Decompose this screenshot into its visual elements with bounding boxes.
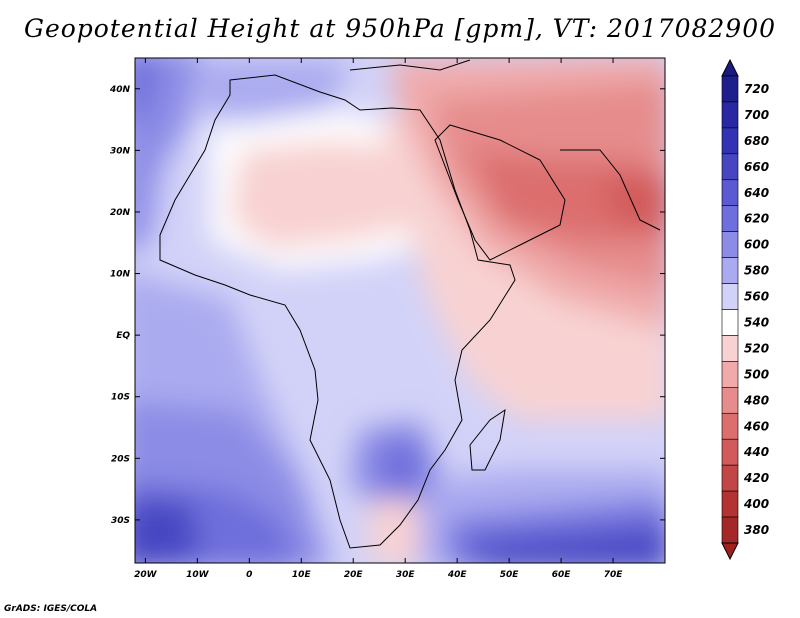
colorbar-swatch bbox=[721, 205, 739, 232]
colorbar-label: 460 bbox=[743, 419, 769, 433]
coastlines bbox=[159, 59, 661, 549]
lon-label: 70E bbox=[604, 570, 624, 580]
colorbar-swatch bbox=[721, 257, 739, 284]
africa-coast bbox=[159, 74, 516, 549]
lat-label: 30N bbox=[110, 146, 131, 156]
colorbar-swatch bbox=[721, 361, 739, 388]
colorbar-label: 540 bbox=[744, 315, 769, 329]
latitude-axis: 40N 30N 20N 10N EQ 10S 20S 30S bbox=[109, 85, 665, 526]
lat-label: 10S bbox=[111, 393, 130, 403]
colorbar-label: 600 bbox=[744, 238, 769, 252]
colorbar-label: 560 bbox=[744, 290, 769, 304]
colorbar-swatch bbox=[721, 101, 739, 129]
iran-india-coast bbox=[560, 149, 661, 231]
colorbar-swatch bbox=[721, 438, 739, 466]
lat-label: 40N bbox=[109, 85, 131, 95]
colorbar-swatch bbox=[721, 387, 739, 414]
lon-label: 10E bbox=[292, 570, 312, 580]
lon-label: 0 bbox=[246, 570, 252, 580]
colorbar-swatch bbox=[721, 516, 739, 544]
colorbar-label: 720 bbox=[744, 82, 769, 96]
colorbar-label: 660 bbox=[744, 160, 769, 174]
europe-coast bbox=[349, 59, 471, 71]
lon-label: 10W bbox=[186, 570, 210, 580]
lon-label: 30E bbox=[396, 570, 416, 580]
colorbar-label: 400 bbox=[743, 497, 769, 511]
colorbar-swatch bbox=[721, 412, 739, 440]
lon-label: 60E bbox=[552, 570, 572, 580]
colorbar-swatch bbox=[721, 153, 739, 181]
colorbar-label: 640 bbox=[744, 186, 769, 200]
lat-label: 20N bbox=[110, 208, 131, 218]
colorbar-label: 480 bbox=[743, 393, 769, 407]
lat-label: EQ bbox=[116, 331, 130, 341]
colorbar-label: 520 bbox=[744, 341, 769, 355]
colorbar-top-arrow bbox=[721, 58, 739, 77]
lon-label: 40E bbox=[447, 570, 468, 580]
colorbar-label: 620 bbox=[744, 212, 769, 226]
colorbar: 720 700 680 660 640 620 600 580 560 540 520 500 480 4… bbox=[721, 58, 769, 561]
height-field bbox=[135, 58, 665, 563]
longitude-axis: 20W 10W 0 10E 20E 30E 40E 50E 60E 70E bbox=[134, 58, 623, 580]
lon-label: 50E bbox=[500, 570, 520, 580]
map-title: Geopotential Height at 950hPa [gpm], VT:… bbox=[23, 14, 777, 43]
colorbar-swatch bbox=[721, 179, 739, 207]
lon-label: 20W bbox=[134, 570, 158, 580]
colorbar-label: 680 bbox=[744, 134, 769, 148]
colorbar-swatch bbox=[721, 490, 739, 518]
colorbar-swatch bbox=[721, 335, 739, 362]
map-frame bbox=[134, 57, 666, 564]
colorbar-swatch bbox=[721, 127, 739, 155]
colorbar-label: 440 bbox=[743, 445, 769, 459]
colorbar-label: 580 bbox=[744, 264, 769, 278]
colorbar-bottom-arrow bbox=[721, 542, 739, 561]
colorbar-label: 500 bbox=[744, 367, 769, 381]
colorbar-label: 700 bbox=[744, 108, 769, 122]
colorbar-label: 380 bbox=[744, 523, 769, 537]
colorbar-swatch bbox=[721, 75, 739, 103]
lat-label: 10N bbox=[110, 270, 131, 280]
lat-label: 20S bbox=[111, 454, 130, 464]
colorbar-swatch bbox=[721, 309, 739, 336]
lat-label: 30S bbox=[111, 516, 130, 526]
colorbar-swatch bbox=[721, 231, 739, 258]
colorbar-label: 420 bbox=[743, 471, 769, 485]
arabia-coast bbox=[434, 124, 566, 261]
lon-label: 20E bbox=[344, 570, 364, 580]
madagascar-coast bbox=[469, 408, 506, 471]
colorbar-swatch bbox=[721, 283, 739, 310]
grads-credit: GrADS: IGES/COLA bbox=[4, 604, 98, 614]
colorbar-swatch bbox=[721, 464, 739, 492]
